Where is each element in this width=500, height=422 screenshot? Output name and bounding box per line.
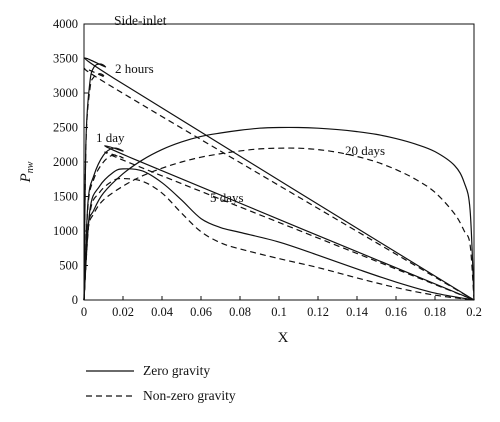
y-axis-title-main: P: [18, 173, 34, 183]
annotation-2-hours: 2 hours: [115, 61, 154, 76]
y-axis-title: Pnw: [18, 161, 36, 183]
series-line-2-hours-non-zero-gravity: [83, 67, 475, 301]
series-line-2-hours-zero-gravity: [83, 57, 475, 301]
x-tick-label: 0.16: [385, 305, 407, 319]
annotation-20-days: 20 days: [345, 143, 385, 158]
series-line-5-days-zero-gravity: [83, 168, 475, 301]
y-tick-label: 0: [72, 293, 78, 307]
y-tick-label: 2500: [53, 121, 78, 135]
x-tick-label: 0.18: [424, 305, 446, 319]
legend-non-zero-gravity-label: Non-zero gravity: [143, 388, 236, 403]
axis-ticks: 0 0.02 0.04 0.06 0.08 0.1 0.12 0.14 0.16 0.18 0.2 0…: [53, 17, 482, 319]
y-tick-label: 4000: [53, 17, 78, 31]
legend-zero-gravity-label: Zero gravity: [143, 363, 210, 378]
series-line-20-days-zero-gravity: [83, 126, 475, 301]
x-tick-label: 0.2: [466, 305, 482, 319]
y-tick-label: 1500: [53, 190, 78, 204]
x-tick-label: 0.1: [271, 305, 287, 319]
x-tick-label: 0: [81, 305, 87, 319]
x-tick-label: 0.04: [151, 305, 174, 319]
y-axis-title-subscript: nw: [25, 161, 36, 173]
legend: Zero gravity Non-zero gravity: [86, 363, 236, 403]
y-tick-label: 2000: [53, 155, 78, 169]
annotation-5-days: 5 days: [210, 190, 244, 205]
annotation-1-day: 1 day: [96, 130, 125, 145]
series-line-5-days-non-zero-gravity: [83, 177, 475, 301]
series-layer: [83, 57, 475, 301]
x-tick-label: 0.12: [307, 305, 329, 319]
x-tick-label: 0.06: [190, 305, 212, 319]
chart-title: Side-inlet: [114, 13, 167, 28]
series-line-1-day-zero-gravity: [83, 145, 475, 301]
x-tick-label: 0.08: [229, 305, 251, 319]
y-tick-label: 1000: [53, 224, 78, 238]
y-tick-label: 3000: [53, 86, 78, 100]
x-tick-label: 0.02: [112, 305, 134, 319]
x-tick-label: 0.14: [346, 305, 369, 319]
x-axis-title: X: [278, 330, 289, 346]
y-tick-label: 500: [59, 259, 78, 273]
series-line-20-days-non-zero-gravity: [83, 147, 475, 301]
series-line-1-day-non-zero-gravity: [83, 151, 475, 301]
y-tick-label: 3500: [53, 52, 78, 66]
